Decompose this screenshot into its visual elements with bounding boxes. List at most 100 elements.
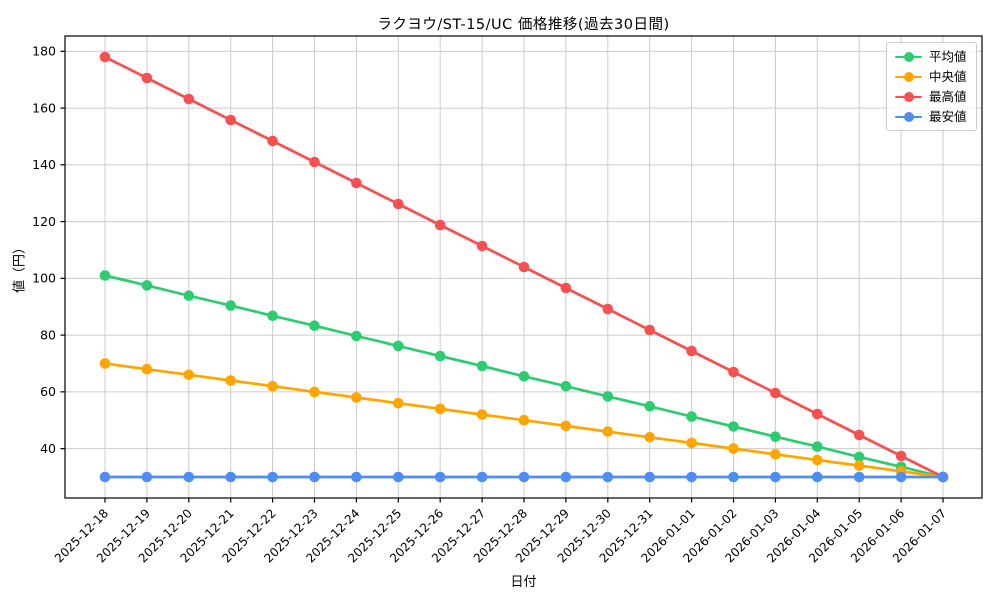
data-point — [518, 414, 530, 426]
data-point — [812, 441, 823, 452]
data-point — [434, 403, 446, 415]
data-point — [141, 280, 153, 291]
data-point — [812, 471, 823, 483]
y-tick-labels: 40 60 80 100 120 140 160 180 — [32, 44, 56, 456]
data-point — [853, 451, 865, 463]
data-point — [141, 72, 153, 84]
data-point — [560, 471, 572, 483]
legend-avg-marker-icon — [895, 51, 922, 62]
y-tick-label: 120 — [32, 214, 56, 229]
legend-max-label: 最高値 — [929, 89, 967, 104]
data-point — [560, 282, 572, 294]
data-point — [309, 386, 320, 398]
data-point — [937, 471, 949, 483]
y-tick-label: 40 — [40, 441, 56, 456]
data-point — [770, 449, 781, 460]
data-point — [644, 401, 655, 412]
legend-item-max: 最高値 — [895, 90, 967, 103]
data-point — [434, 350, 446, 362]
series-avg — [99, 270, 949, 483]
data-point — [728, 443, 739, 454]
data-point — [895, 471, 907, 483]
data-point — [476, 409, 488, 420]
data-point — [99, 471, 111, 483]
data-point — [770, 431, 781, 443]
data-point — [351, 177, 362, 189]
data-point — [728, 471, 739, 483]
data-point — [770, 471, 781, 483]
data-point — [267, 310, 278, 322]
y-tick-label: 60 — [40, 384, 56, 399]
data-point — [225, 375, 236, 386]
data-point — [644, 471, 655, 483]
legend-item-median: 中央値 — [895, 70, 967, 83]
data-point — [560, 380, 572, 392]
data-point — [309, 320, 320, 332]
data-point — [99, 358, 111, 369]
data-point — [602, 426, 614, 437]
data-point — [99, 51, 111, 63]
data-point — [895, 450, 907, 462]
y-tick-label: 140 — [32, 157, 56, 172]
data-point — [267, 380, 278, 392]
data-point — [434, 471, 446, 483]
data-point — [351, 392, 362, 403]
data-point — [853, 460, 865, 471]
data-point — [602, 391, 614, 402]
y-tick-label: 100 — [32, 271, 56, 286]
data-point — [686, 471, 697, 483]
data-point — [770, 387, 781, 399]
data-point — [728, 421, 739, 432]
y-tick-label: 160 — [32, 100, 56, 115]
legend-item-min: 最安値 — [895, 110, 967, 123]
data-point — [393, 198, 404, 210]
legend-max-marker-icon — [895, 91, 922, 102]
data-point — [141, 471, 153, 483]
data-point — [686, 345, 697, 357]
data-point — [728, 366, 739, 378]
data-point — [183, 471, 195, 483]
y-axis-label: 値（円） — [12, 240, 28, 294]
legend: 平均値 中央値 最高値 最安値 — [886, 42, 977, 131]
data-point — [812, 454, 823, 466]
data-point — [644, 432, 655, 443]
data-point — [267, 135, 278, 147]
legend-median-label: 中央値 — [929, 69, 967, 84]
y-tick-label: 80 — [40, 327, 56, 342]
data-point — [560, 420, 572, 432]
series-median — [99, 358, 949, 483]
data-point — [686, 437, 697, 449]
data-point — [393, 397, 404, 409]
data-point — [393, 471, 404, 483]
data-point — [225, 114, 236, 126]
data-point — [183, 369, 195, 381]
data-point — [853, 429, 865, 441]
series-max — [99, 51, 949, 483]
data-point — [853, 471, 865, 483]
y-tick-label: 180 — [32, 44, 56, 59]
data-point — [267, 471, 278, 483]
data-point — [644, 324, 655, 336]
data-point — [309, 156, 320, 168]
legend-item-avg: 平均値 — [895, 50, 967, 63]
data-point — [812, 408, 823, 420]
data-point — [393, 340, 404, 352]
data-point — [476, 360, 488, 372]
data-point — [309, 471, 320, 483]
data-point — [518, 471, 530, 483]
x-tick-labels: 2025-12-182025-12-192025-12-202025-12-21… — [52, 506, 949, 565]
legend-median-marker-icon — [895, 71, 922, 82]
data-point — [141, 363, 153, 375]
data-point — [225, 300, 236, 311]
series-min — [99, 471, 949, 483]
data-point — [518, 261, 530, 273]
data-point — [183, 93, 195, 105]
data-point — [351, 330, 362, 342]
data-point — [351, 471, 362, 483]
legend-min-marker-icon — [895, 111, 922, 122]
legend-avg-label: 平均値 — [929, 49, 967, 64]
data-point — [686, 411, 697, 422]
data-point — [225, 471, 236, 483]
